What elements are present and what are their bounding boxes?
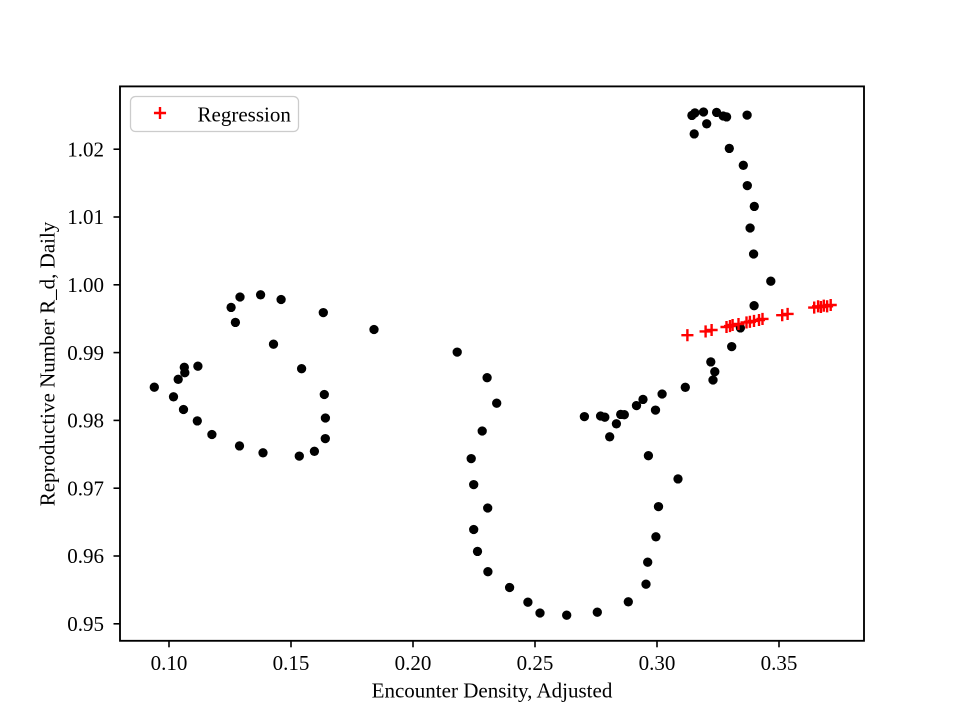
svg-text:0.95: 0.95 xyxy=(67,612,104,636)
svg-text:Regression: Regression xyxy=(198,102,292,126)
svg-text:Encounter Density, Adjusted: Encounter Density, Adjusted xyxy=(372,679,613,703)
svg-text:0.99: 0.99 xyxy=(67,341,104,365)
svg-text:0.98: 0.98 xyxy=(67,409,104,433)
svg-text:0.30: 0.30 xyxy=(639,651,676,675)
svg-text:1.02: 1.02 xyxy=(67,137,104,161)
svg-text:1.00: 1.00 xyxy=(67,273,104,297)
svg-text:0.35: 0.35 xyxy=(761,651,798,675)
svg-text:0.20: 0.20 xyxy=(395,651,432,675)
svg-text:Reproductive Number R_d, Daily: Reproductive Number R_d, Daily xyxy=(36,221,60,506)
svg-text:0.97: 0.97 xyxy=(67,476,104,500)
svg-text:0.10: 0.10 xyxy=(151,651,188,675)
svg-text:0.25: 0.25 xyxy=(517,651,554,675)
svg-text:1.01: 1.01 xyxy=(67,205,104,229)
svg-text:0.15: 0.15 xyxy=(273,651,310,675)
svg-text:0.96: 0.96 xyxy=(67,544,104,568)
